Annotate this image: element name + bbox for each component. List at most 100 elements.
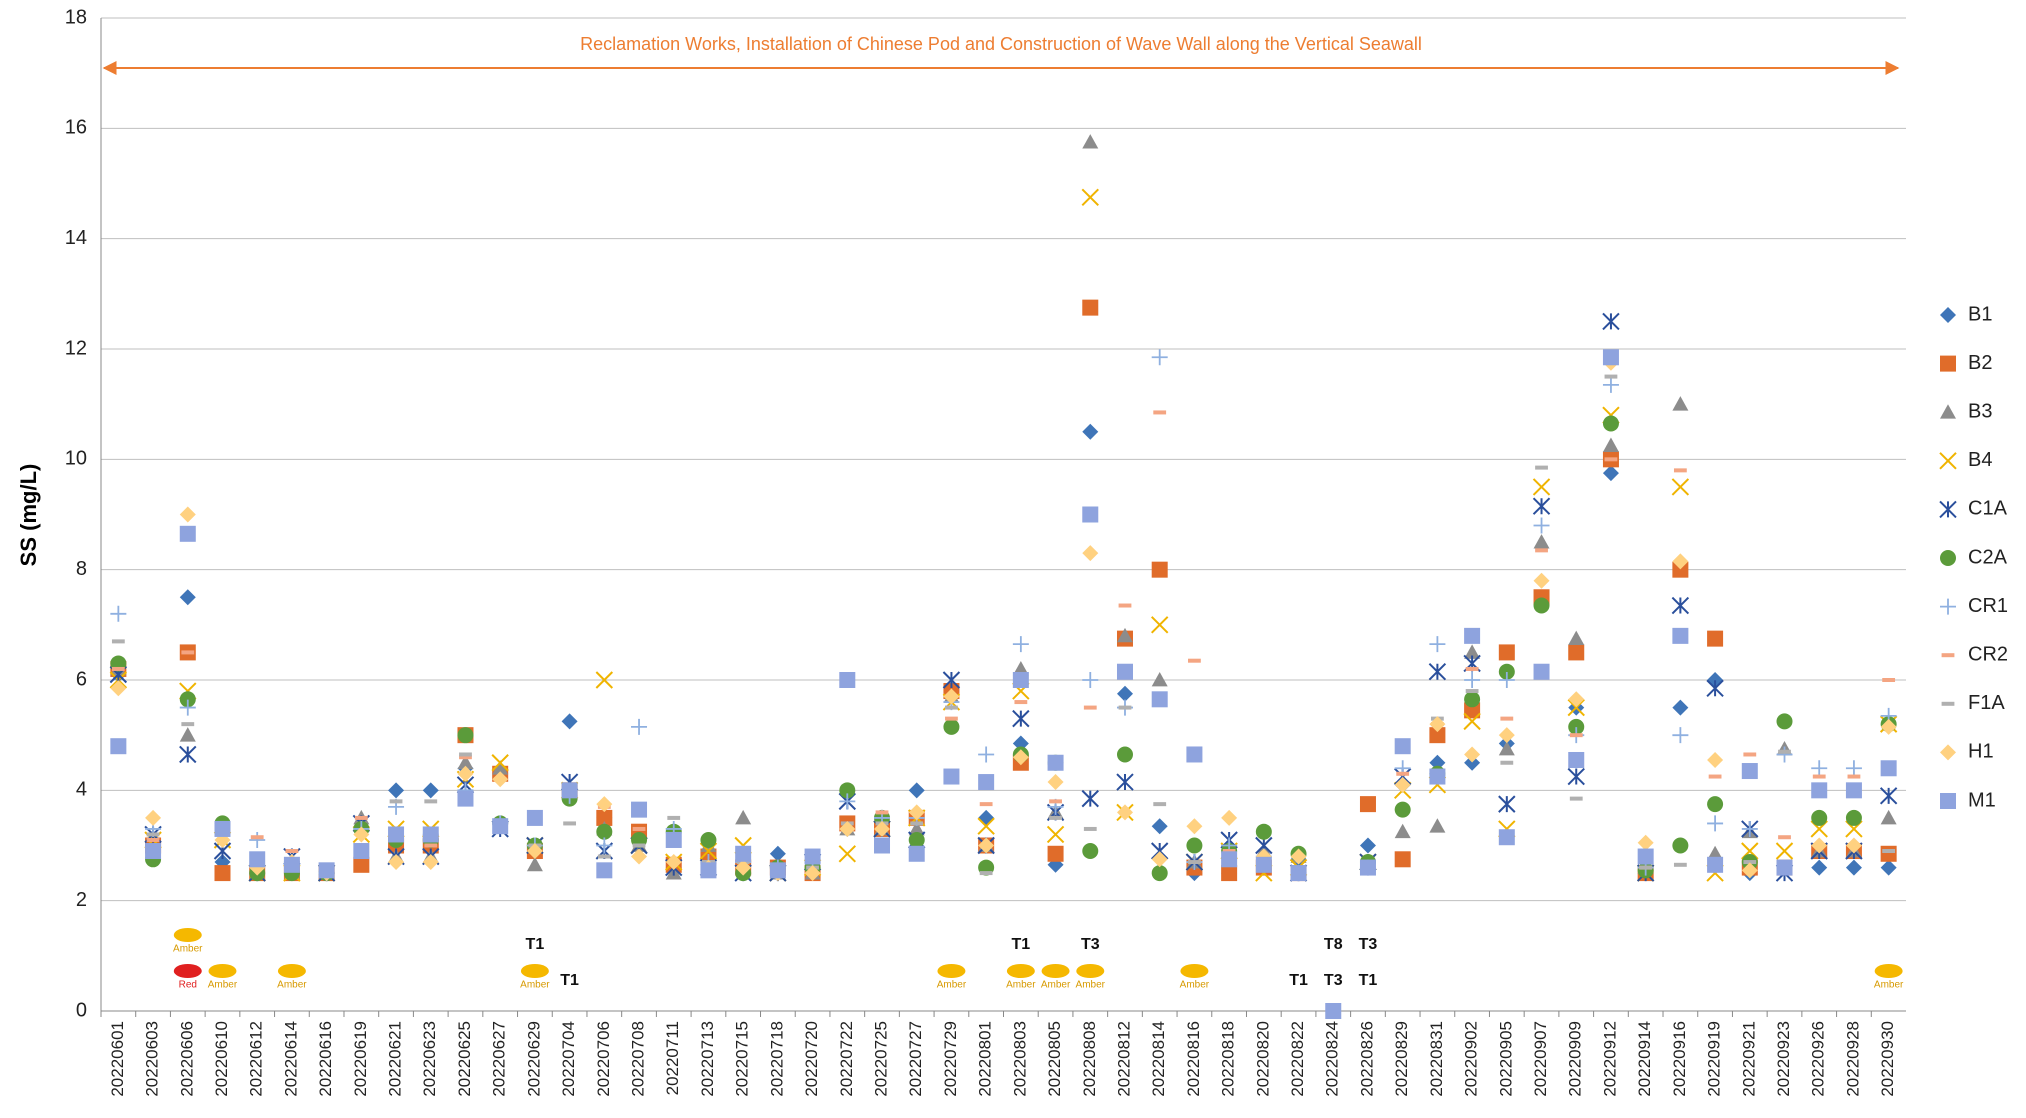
marker-plus bbox=[1602, 376, 1619, 393]
x-tick-label: 20220603 bbox=[143, 1021, 162, 1097]
marker-diamond bbox=[1429, 716, 1446, 733]
marker-square bbox=[1151, 691, 1168, 708]
marker-diamond bbox=[1394, 776, 1411, 793]
marker-square bbox=[1602, 349, 1619, 366]
marker-square bbox=[1811, 782, 1828, 799]
marker-dash bbox=[632, 843, 646, 848]
marker-dash bbox=[250, 835, 264, 840]
warning-cloud bbox=[1180, 964, 1209, 978]
marker-triangle bbox=[1672, 396, 1689, 411]
x-tick-label: 20220912 bbox=[1600, 1021, 1619, 1097]
marker-plus bbox=[1464, 672, 1481, 688]
marker-square bbox=[1151, 561, 1168, 578]
marker-plus bbox=[596, 837, 613, 854]
marker-square bbox=[145, 843, 162, 860]
x-tick-label: 20220706 bbox=[594, 1021, 613, 1097]
marker-dash bbox=[1500, 716, 1514, 721]
marker-diamond bbox=[179, 589, 196, 606]
y-tick-label: 12 bbox=[65, 337, 87, 359]
y-tick-label: 0 bbox=[76, 999, 87, 1021]
marker-square bbox=[1047, 845, 1064, 862]
warning-label: Amber bbox=[937, 980, 967, 991]
x-tick-label: 20220921 bbox=[1739, 1021, 1758, 1097]
x-tick-label: 20220715 bbox=[733, 1021, 752, 1097]
marker-diamond bbox=[1186, 818, 1203, 835]
marker-dash bbox=[181, 722, 195, 727]
marker-dash bbox=[354, 815, 368, 820]
x-tick-label: 20220820 bbox=[1253, 1021, 1272, 1097]
marker-diamond bbox=[1116, 685, 1133, 702]
marker-square bbox=[1707, 630, 1724, 647]
marker-circle bbox=[1811, 809, 1828, 826]
marker-square bbox=[978, 774, 995, 791]
x-tick-label: 20220727 bbox=[906, 1021, 925, 1097]
marker-x bbox=[977, 817, 995, 835]
marker-square bbox=[1012, 672, 1029, 688]
y-tick-label: 2 bbox=[76, 889, 87, 911]
warning-cloud bbox=[1874, 964, 1903, 978]
x-tick-label: 20220812 bbox=[1114, 1021, 1133, 1097]
legend-label: B2 bbox=[1968, 352, 1992, 374]
marker-dash bbox=[1673, 862, 1687, 867]
marker-square bbox=[1394, 851, 1411, 868]
marker-asterisk bbox=[1706, 679, 1724, 697]
x-tick-label: 20220818 bbox=[1219, 1021, 1238, 1097]
marker-diamond bbox=[526, 843, 543, 860]
marker-square bbox=[665, 831, 682, 848]
y-tick-label: 10 bbox=[65, 448, 87, 470]
marker-triangle bbox=[1151, 672, 1168, 687]
marker-square bbox=[1707, 856, 1724, 873]
marker-diamond bbox=[353, 826, 370, 843]
x-tick-label: 20220824 bbox=[1323, 1021, 1342, 1097]
x-tick-label: 20220914 bbox=[1635, 1021, 1654, 1097]
marker-dash bbox=[1465, 689, 1479, 694]
marker-dash bbox=[1014, 700, 1028, 705]
x-tick-label: 20220822 bbox=[1288, 1021, 1307, 1097]
marker-asterisk bbox=[1116, 773, 1134, 791]
marker-square bbox=[769, 862, 786, 879]
marker-diamond bbox=[1533, 572, 1550, 589]
annotation: Reclamation Works, Installation of Chine… bbox=[580, 34, 1422, 54]
signal-label: T8 bbox=[1324, 936, 1343, 953]
marker-dash bbox=[632, 826, 646, 831]
marker-triangle bbox=[1880, 809, 1897, 825]
marker-circle bbox=[596, 823, 613, 840]
marker-diamond bbox=[1880, 718, 1897, 735]
marker-diamond bbox=[1464, 754, 1481, 771]
marker-asterisk bbox=[1498, 795, 1516, 813]
marker-dash bbox=[1396, 771, 1410, 776]
marker-diamond bbox=[1151, 851, 1168, 868]
x-tick-label: 20220916 bbox=[1670, 1021, 1689, 1097]
warning-label: Amber bbox=[1180, 980, 1210, 991]
marker-circle bbox=[1394, 801, 1411, 818]
marker-asterisk bbox=[1428, 663, 1447, 681]
x-tick-label: 20220606 bbox=[177, 1021, 196, 1097]
marker-triangle bbox=[179, 727, 196, 742]
marker-dash bbox=[1639, 865, 1653, 870]
marker-dash bbox=[1222, 849, 1236, 854]
warning-cloud bbox=[208, 964, 237, 978]
x-tick-label: 20220621 bbox=[386, 1021, 405, 1097]
marker-dash bbox=[1882, 849, 1896, 854]
signal-label: T1 bbox=[1012, 936, 1031, 953]
marker-square bbox=[804, 848, 821, 865]
marker-x bbox=[1150, 616, 1169, 634]
x-tick-label: 20220907 bbox=[1531, 1021, 1550, 1097]
marker-diamond bbox=[1568, 691, 1585, 708]
x-tick-label: 20220725 bbox=[871, 1021, 890, 1097]
marker-square bbox=[735, 845, 752, 862]
x-tick-label: 20220902 bbox=[1462, 1021, 1481, 1097]
marker-triangle bbox=[1012, 660, 1029, 676]
marker-circle bbox=[1940, 550, 1956, 566]
marker-square bbox=[1290, 865, 1307, 882]
marker-diamond bbox=[908, 782, 925, 799]
marker-dash bbox=[1604, 374, 1618, 379]
x-tick-label: 20220923 bbox=[1774, 1021, 1793, 1097]
marker-square bbox=[318, 862, 335, 879]
x-tick-label: 20220926 bbox=[1809, 1021, 1828, 1097]
marker-asterisk bbox=[179, 745, 197, 764]
marker-dash bbox=[875, 810, 889, 815]
marker-diamond bbox=[874, 820, 891, 837]
marker-plus bbox=[1498, 672, 1515, 688]
